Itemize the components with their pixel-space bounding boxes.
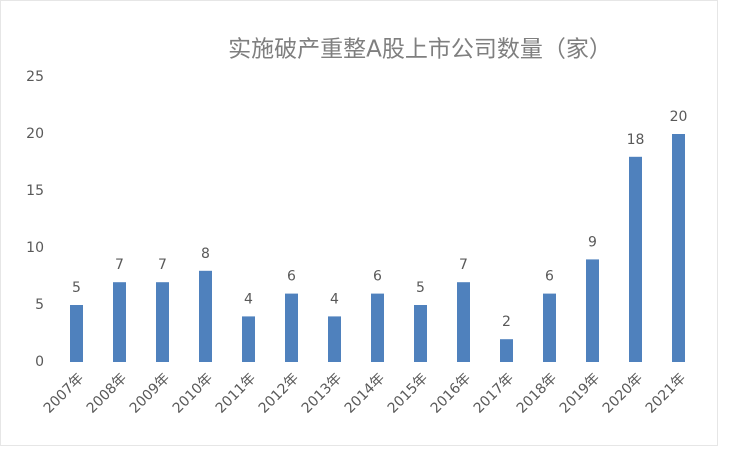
bar: [242, 316, 255, 362]
bar: [199, 270, 212, 362]
y-tick-label: 15: [26, 183, 44, 199]
y-tick-label: 20: [26, 126, 44, 142]
chart-frame: [0, 0, 718, 446]
bar: [113, 282, 126, 362]
bar: [371, 293, 384, 362]
bar: [328, 316, 341, 362]
data-label: 4: [244, 291, 253, 307]
data-label: 5: [416, 280, 425, 296]
data-label: 6: [373, 269, 382, 285]
data-label: 4: [330, 291, 339, 307]
y-tick-label: 0: [35, 354, 44, 370]
bar: [156, 282, 169, 362]
chart-title: 实施破产重整A股上市公司数量（家）: [228, 37, 612, 63]
bar: [285, 293, 298, 362]
bar: [70, 305, 83, 362]
bar: [586, 259, 599, 362]
data-label: 5: [72, 280, 81, 296]
bar: [500, 339, 513, 362]
bar: [457, 282, 470, 362]
bar: [414, 305, 427, 362]
bar: [629, 156, 642, 362]
y-tick-label: 25: [26, 69, 44, 85]
data-label: 7: [459, 257, 468, 273]
data-label: 2: [502, 314, 511, 330]
data-label: 6: [545, 269, 554, 285]
bar: [672, 134, 685, 362]
data-label: 9: [588, 234, 597, 250]
data-label: 20: [670, 109, 688, 125]
data-label: 18: [627, 132, 645, 148]
y-tick-label: 5: [35, 297, 44, 313]
data-label: 8: [201, 246, 210, 262]
bar: [543, 293, 556, 362]
data-label: 7: [115, 257, 124, 273]
data-label: 7: [158, 257, 167, 273]
data-label: 6: [287, 269, 296, 285]
y-tick-label: 10: [26, 240, 44, 256]
